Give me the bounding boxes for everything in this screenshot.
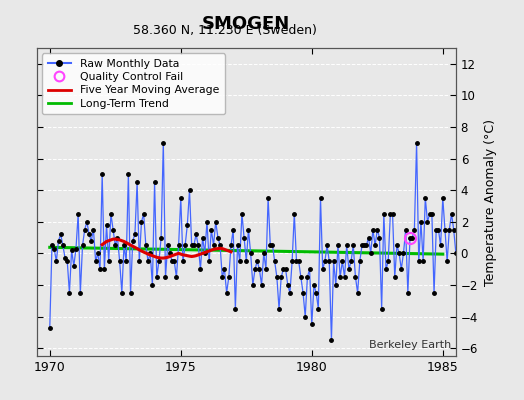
Text: Berkeley Earth: Berkeley Earth (369, 340, 452, 350)
Legend: Raw Monthly Data, Quality Control Fail, Five Year Moving Average, Long-Term Tren: Raw Monthly Data, Quality Control Fail, … (42, 54, 225, 114)
Title: SMOGEN: SMOGEN (202, 14, 290, 32)
Y-axis label: Temperature Anomaly (°C): Temperature Anomaly (°C) (484, 118, 497, 286)
Text: 58.360 N, 11.230 E (Sweden): 58.360 N, 11.230 E (Sweden) (134, 24, 317, 37)
